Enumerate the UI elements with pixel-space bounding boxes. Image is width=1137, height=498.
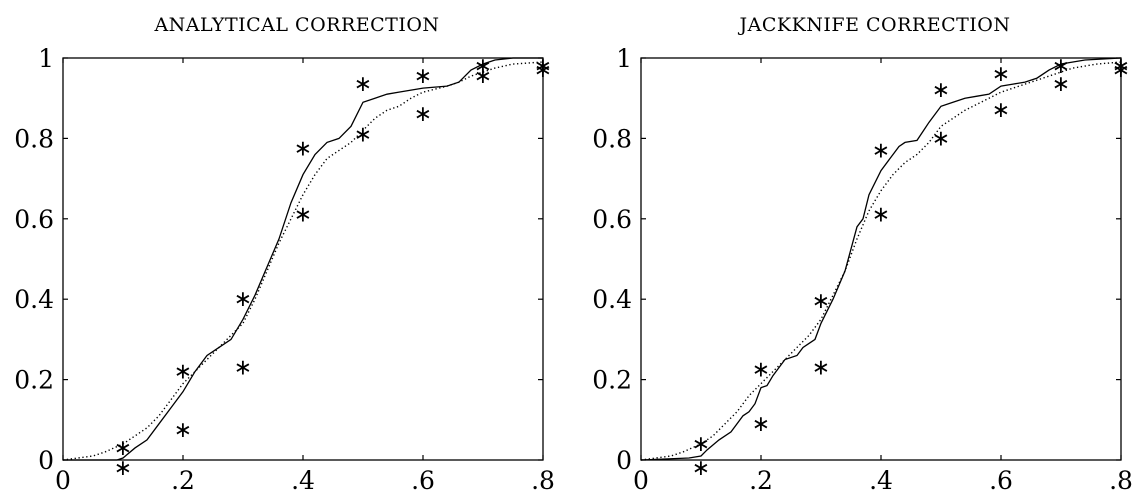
star-marker: ∗ bbox=[1052, 72, 1070, 97]
x-tick-label: .2 bbox=[749, 466, 773, 495]
y-tick-label: 0 bbox=[616, 446, 632, 475]
star-marker: ∗ bbox=[1052, 54, 1070, 79]
star-marker: ∗ bbox=[414, 102, 432, 127]
x-tick-label: .2 bbox=[171, 466, 195, 495]
dotted-series-line bbox=[62, 61, 544, 461]
star-marker: ∗ bbox=[932, 78, 950, 103]
star-marker: ∗ bbox=[692, 456, 710, 481]
star-marker: ∗ bbox=[114, 456, 132, 481]
panel-title: ANALYTICAL CORRECTION bbox=[153, 14, 439, 36]
plot-frame bbox=[62, 57, 544, 461]
plot-frame bbox=[640, 57, 1122, 461]
x-tick-label: .6 bbox=[989, 466, 1013, 495]
star-marker: ∗ bbox=[872, 203, 890, 228]
x-tick-label: .8 bbox=[531, 466, 555, 495]
star-marker: ∗ bbox=[872, 138, 890, 163]
star-marker: ∗ bbox=[932, 126, 950, 151]
y-tick-label: 0.4 bbox=[592, 285, 632, 314]
y-tick-label: 0.8 bbox=[592, 124, 632, 153]
star-marker: ∗ bbox=[812, 289, 830, 314]
x-tick-label: .4 bbox=[291, 466, 315, 495]
star-marker: ∗ bbox=[534, 58, 552, 83]
star-marker: ∗ bbox=[174, 360, 192, 385]
star-marker: ∗ bbox=[294, 136, 312, 161]
star-marker: ∗ bbox=[812, 356, 830, 381]
star-marker: ∗ bbox=[992, 98, 1010, 123]
star-marker: ∗ bbox=[234, 356, 252, 381]
y-tick-label: 0.6 bbox=[592, 205, 632, 234]
x-tick-label: .6 bbox=[411, 466, 435, 495]
star-marker: ∗ bbox=[414, 64, 432, 89]
solid-series-line bbox=[63, 57, 543, 461]
star-marker: ∗ bbox=[1112, 58, 1130, 83]
y-tick-label: 0.2 bbox=[592, 366, 632, 395]
x-tick-label: 0 bbox=[633, 466, 649, 495]
x-tick-label: 0 bbox=[55, 466, 71, 495]
star-marker: ∗ bbox=[174, 418, 192, 443]
star-marker: ∗ bbox=[354, 72, 372, 97]
analytical-correction-panel: ANALYTICAL CORRECTION 0.2.4.6.800.20.40.… bbox=[14, 14, 555, 495]
dotted-series-line bbox=[640, 61, 1122, 461]
x-tick-label: .8 bbox=[1109, 466, 1133, 495]
star-marker: ∗ bbox=[114, 436, 132, 461]
y-tick-label: 1 bbox=[616, 44, 632, 73]
star-marker: ∗ bbox=[992, 62, 1010, 87]
star-marker: ∗ bbox=[752, 358, 770, 383]
y-tick-label: 0.4 bbox=[14, 285, 54, 314]
star-marker: ∗ bbox=[752, 412, 770, 437]
star-marker: ∗ bbox=[474, 54, 492, 79]
star-marker: ∗ bbox=[692, 432, 710, 457]
y-tick-label: 0 bbox=[38, 446, 54, 475]
star-marker: ∗ bbox=[1112, 54, 1130, 79]
star-marker: ∗ bbox=[474, 64, 492, 89]
y-tick-label: 1 bbox=[38, 44, 54, 73]
star-marker: ∗ bbox=[234, 287, 252, 312]
x-tick-label: .4 bbox=[869, 466, 893, 495]
solid-series-line bbox=[640, 57, 1122, 461]
y-tick-label: 0.6 bbox=[14, 205, 54, 234]
star-marker: ∗ bbox=[354, 122, 372, 147]
star-marker: ∗ bbox=[534, 54, 552, 79]
jackknife-correction-panel: JACKKNIFE CORRECTION 0.2.4.6.800.20.40.6… bbox=[592, 14, 1133, 495]
y-tick-label: 0.2 bbox=[14, 366, 54, 395]
panel-title: JACKKNIFE CORRECTION bbox=[738, 14, 1011, 36]
y-tick-label: 0.8 bbox=[14, 124, 54, 153]
star-marker: ∗ bbox=[294, 203, 312, 228]
